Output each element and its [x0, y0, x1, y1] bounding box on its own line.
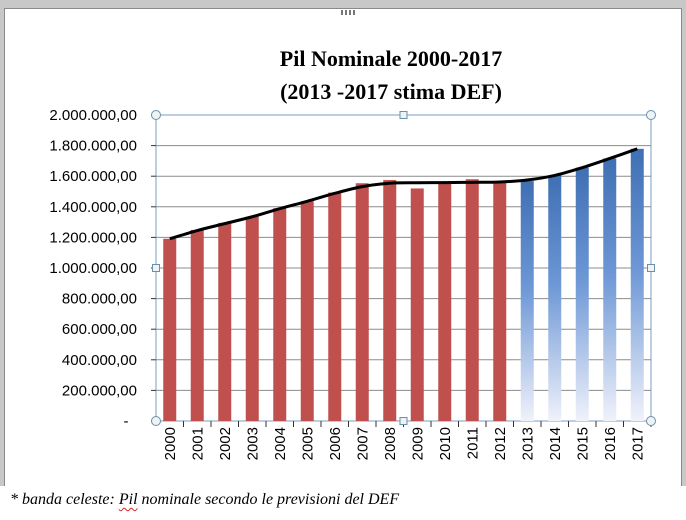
y-tick-label: 600.000,00: [62, 321, 137, 338]
x-tick-label: 2000: [162, 427, 179, 460]
x-tick-label: 2008: [382, 427, 399, 460]
bar-2000: [163, 238, 177, 421]
chart-title: Pil Nominale 2000-2017: [280, 46, 502, 71]
bar-2005: [300, 201, 314, 421]
bar-2007: [355, 183, 369, 421]
footnote-prefix: * banda celeste:: [10, 491, 119, 508]
resize-handle-side[interactable]: [152, 264, 160, 272]
y-tick-label: 1.800.000,00: [49, 138, 137, 155]
bar-2006: [328, 192, 342, 421]
bar-2014: [548, 175, 562, 421]
resize-handle-side[interactable]: [399, 417, 408, 425]
x-tick-label: 2015: [574, 427, 591, 460]
bar-2017: [630, 148, 644, 422]
x-tick-label: 2012: [492, 427, 509, 460]
y-tick-label: 200.000,00: [62, 382, 137, 399]
x-tick-label: 2002: [217, 427, 234, 460]
resize-handle-corner[interactable]: [151, 110, 161, 120]
x-tick-label: 2009: [409, 427, 426, 460]
resize-handle-side[interactable]: [399, 111, 408, 119]
resize-handle-side[interactable]: [647, 264, 655, 272]
footnote-rest: nominale secondo le previsioni del DEF: [137, 491, 400, 508]
bar-2009: [410, 188, 424, 421]
y-tick-label: 1.000.000,00: [49, 260, 137, 277]
x-tick-label: 2006: [327, 427, 344, 460]
footnote: * banda celeste: Pil nominale secondo le…: [10, 491, 399, 509]
x-tick-label: 2003: [244, 427, 261, 460]
resize-handle-corner[interactable]: [646, 416, 656, 426]
trend-line: [169, 147, 638, 241]
footer: * banda celeste: Pil nominale secondo le…: [0, 486, 686, 520]
bar-2003: [245, 216, 259, 421]
y-tick-label: 2.000.000,00: [49, 107, 137, 124]
footnote-term: Pil: [118, 491, 138, 508]
y-tick-label: 1.600.000,00: [49, 168, 137, 185]
y-tick-label: -: [124, 413, 129, 430]
y-tick-label: 1.400.000,00: [49, 199, 137, 216]
y-tick-label: 400.000,00: [62, 352, 137, 369]
bar-2011: [465, 179, 479, 421]
x-tick-label: 2001: [189, 427, 206, 460]
resize-handle-corner[interactable]: [646, 110, 656, 120]
x-tick-label: 2016: [602, 427, 619, 460]
bar-2012: [493, 181, 507, 421]
x-tick-label: 2011: [464, 427, 481, 459]
x-tick-label: 2013: [519, 427, 536, 460]
bar-2002: [218, 222, 232, 421]
x-tick-label: 2005: [299, 427, 316, 460]
bar-2004: [273, 208, 287, 421]
bar-2008: [383, 180, 397, 421]
chart-window: [4, 8, 682, 487]
resize-grip-icon[interactable]: [341, 10, 355, 15]
x-tick-label: 2007: [354, 427, 371, 460]
x-tick-label: 2014: [547, 427, 564, 460]
bar-2001: [190, 229, 204, 421]
bar-2015: [575, 167, 589, 421]
resize-handle-corner[interactable]: [151, 416, 161, 426]
chart: Pil Nominale 2000-2017 (2013 -2017 stima…: [49, 46, 656, 460]
x-tick-label: 2004: [272, 427, 289, 460]
x-tick-label: 2010: [437, 427, 454, 460]
bar-2010: [438, 183, 452, 421]
y-tick-label: 800.000,00: [62, 291, 137, 308]
bar-2013: [520, 181, 534, 421]
chart-subtitle: (2013 -2017 stima DEF): [280, 79, 502, 104]
y-tick-label: 1.200.000,00: [49, 229, 137, 246]
bar-2016: [603, 158, 617, 421]
x-tick-label: 2017: [629, 427, 646, 460]
